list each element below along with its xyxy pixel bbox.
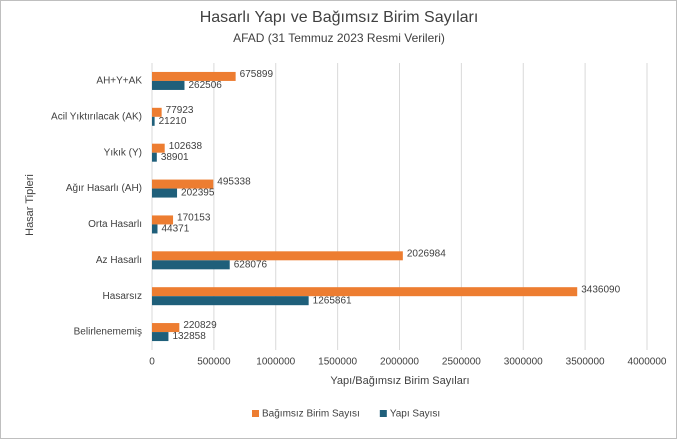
- bar: [152, 179, 214, 189]
- bar: [152, 224, 158, 234]
- data-label: 495338: [217, 177, 251, 188]
- data-label: 675899: [240, 69, 274, 80]
- y-tick-label: Ağır Hasarlı (AH): [66, 183, 142, 194]
- legend-swatch: [252, 410, 259, 417]
- y-tick-label: Acil Yıktırılacak (AK): [51, 111, 142, 122]
- x-tick-label: 3000000: [504, 357, 543, 368]
- data-label: 202395: [181, 188, 215, 199]
- bar: [152, 215, 174, 225]
- data-label: 21210: [159, 116, 187, 127]
- data-label: 44371: [161, 224, 189, 235]
- y-axis-title: Hasar Tipleri: [24, 174, 36, 236]
- data-label: 2026984: [407, 248, 446, 259]
- y-tick-label: Orta Hasarlı: [88, 219, 142, 230]
- data-label: 102638: [169, 141, 203, 152]
- data-label: 170153: [177, 213, 211, 224]
- bar: [152, 152, 157, 162]
- bar: [152, 107, 162, 117]
- chart-subtitle: AFAD (31 Temmuz 2023 Resmi Verileri): [233, 31, 445, 45]
- bar: [152, 287, 578, 297]
- y-tick-label: Belirlenememiş: [74, 327, 142, 338]
- x-tick-label: 1000000: [256, 357, 295, 368]
- y-tick-label: Hasarsız: [103, 291, 142, 302]
- bar: [152, 80, 185, 90]
- bar: [152, 71, 236, 81]
- x-tick-label: 0: [149, 357, 155, 368]
- data-label: 262506: [188, 80, 222, 91]
- data-label: 220829: [183, 320, 217, 331]
- data-label: 3436090: [581, 284, 620, 295]
- data-label: 38901: [161, 152, 189, 163]
- bar: [152, 188, 178, 198]
- bar: [152, 296, 309, 306]
- x-axis-title: Yapı/Bağımsız Birim Sayıları: [330, 375, 469, 387]
- data-label: 628076: [234, 259, 268, 270]
- bar: [152, 260, 230, 270]
- x-tick-label: 2500000: [442, 357, 481, 368]
- data-label: 132858: [172, 331, 206, 342]
- chart-title: Hasarlı Yapı ve Bağımsız Birim Sayıları: [200, 9, 479, 26]
- bar: [152, 116, 155, 126]
- y-tick-label: Az Hasarlı: [96, 255, 142, 266]
- x-tick-label: 2000000: [380, 357, 419, 368]
- x-tick-label: 3500000: [566, 357, 605, 368]
- bar: [152, 143, 165, 153]
- bar: [152, 323, 180, 333]
- y-tick-label: Yıkık (Y): [104, 147, 142, 158]
- x-tick-label: 500000: [197, 357, 231, 368]
- data-label: 77923: [166, 105, 194, 116]
- x-tick-label: 1500000: [318, 357, 357, 368]
- data-label: 1265861: [313, 295, 352, 306]
- legend-label: Yapı Sayısı: [390, 409, 440, 420]
- bar: [152, 251, 403, 261]
- legend-label: Bağımsız Birim Sayısı: [262, 409, 360, 420]
- x-tick-label: 4000000: [628, 357, 667, 368]
- y-tick-label: AH+Y+AK: [96, 76, 142, 87]
- legend-swatch: [379, 410, 387, 417]
- bar: [152, 332, 169, 342]
